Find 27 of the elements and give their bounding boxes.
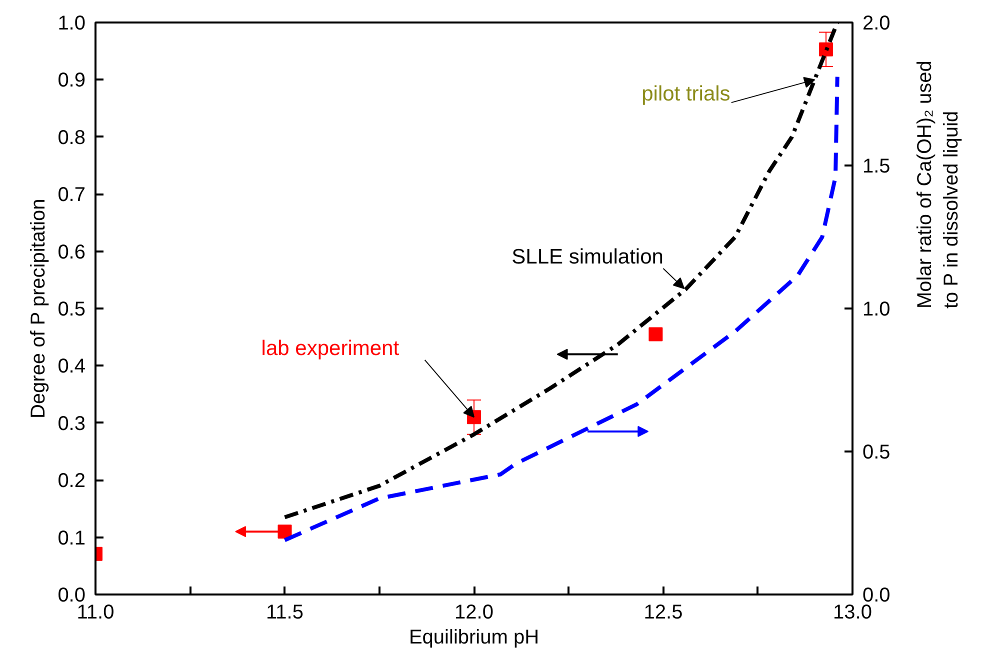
y2-axis-title: Molar ratio of Ca(OH)₂ used to P in dissolved liquid xyxy=(914,60,963,308)
y-axis-title: Degree of P precipitation xyxy=(28,198,50,419)
y2-tick-label: 0.5 xyxy=(862,442,890,464)
x-tick-label: 11.0 xyxy=(76,602,114,624)
y-tick-label: 0.8 xyxy=(58,126,86,149)
x-tick-label: 12.5 xyxy=(644,602,683,624)
y-tick-label: 0.9 xyxy=(58,70,86,92)
point xyxy=(819,42,834,56)
y-tick-label: 0.2 xyxy=(58,470,86,492)
x-tick-label: 12.0 xyxy=(454,602,494,624)
x-axis-title: Equilibrium pH xyxy=(408,626,540,648)
y-tick-label: 0.5 xyxy=(58,298,86,320)
y-tick-label: 1.0 xyxy=(58,12,86,34)
y-tick-label: 0.6 xyxy=(58,241,86,264)
annotation: lab experiment xyxy=(261,336,400,360)
annotation: pilot trials xyxy=(642,82,730,106)
y2-tick-label: 1.5 xyxy=(862,156,890,178)
y-tick-label: 0.7 xyxy=(58,184,86,206)
y2-tick-label: 1.0 xyxy=(862,298,890,320)
x-tick-label: 13.0 xyxy=(833,602,872,624)
y-tick-label: 0.1 xyxy=(58,527,86,550)
y2-tick-label: 2.0 xyxy=(862,12,890,34)
x-tick-label: 11.5 xyxy=(266,602,304,624)
y-tick-label: 0.4 xyxy=(58,356,86,378)
point xyxy=(648,327,663,342)
annotation: SLLE simulation xyxy=(512,245,664,268)
y-tick-label: 0.3 xyxy=(58,412,86,435)
